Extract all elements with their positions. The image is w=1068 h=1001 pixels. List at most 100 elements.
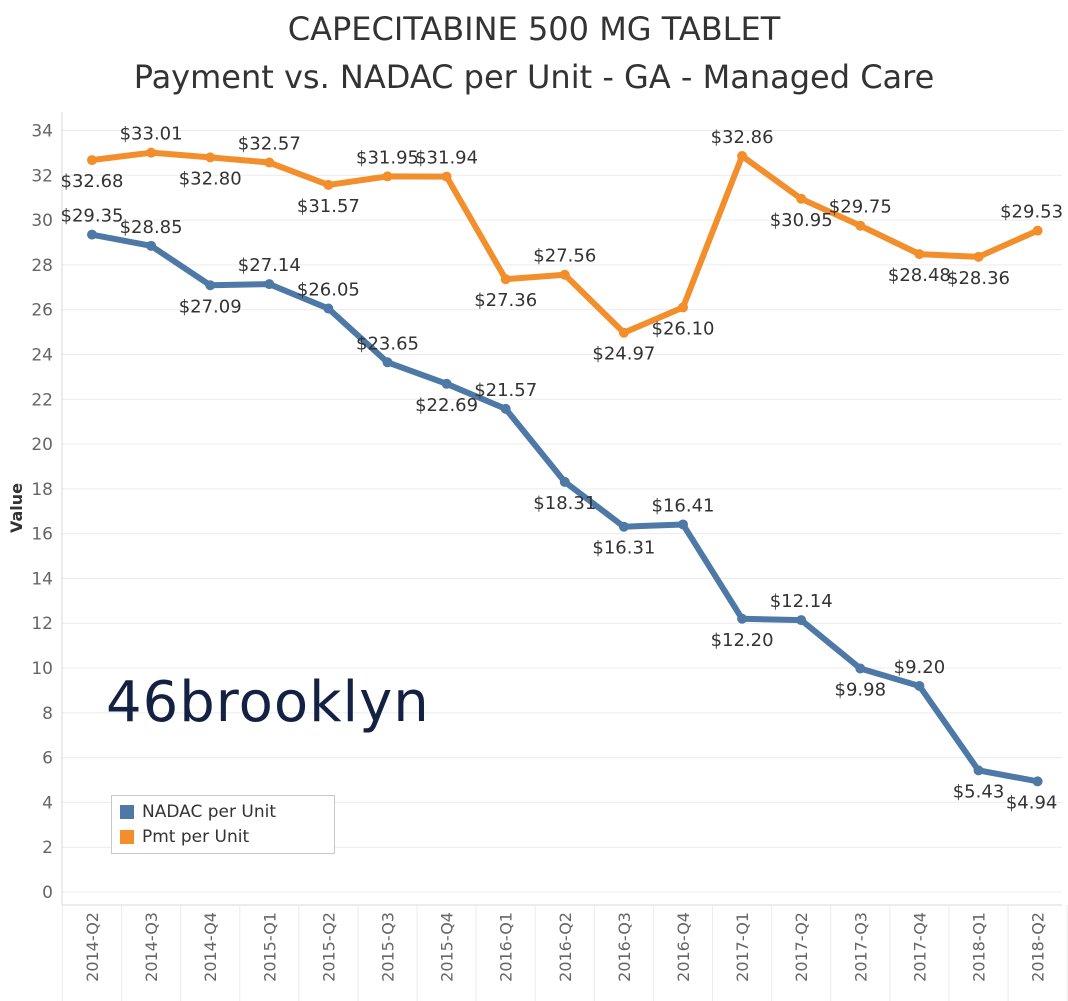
data-label: $9.20 <box>894 657 946 678</box>
data-label: $28.85 <box>120 217 183 238</box>
data-point <box>205 280 216 291</box>
y-tick-label: 18 <box>31 480 53 500</box>
data-point <box>618 327 629 338</box>
x-tick-label: 2014-Q3 <box>142 912 161 982</box>
x-axis: 2014-Q2 2014-Q3 2014-Q4 2015-Q1 2015-Q2 2015-… <box>61 904 1068 1001</box>
legend-item-nadac: NADAC per Unit <box>120 802 276 822</box>
x-tick-label: 2017-Q2 <box>792 912 811 982</box>
data-label: $24.97 <box>592 344 655 365</box>
data-point <box>500 274 511 285</box>
series-points <box>87 147 1043 787</box>
data-point <box>1032 776 1043 787</box>
data-point <box>205 152 216 163</box>
data-point <box>323 303 334 314</box>
y-tick-label: 10 <box>31 659 53 679</box>
data-point <box>146 240 157 251</box>
data-label: $32.68 <box>61 171 124 192</box>
data-point <box>855 663 866 674</box>
legend-item-pmt: Pmt per Unit <box>120 827 249 847</box>
y-tick-label: 12 <box>31 614 53 634</box>
data-point <box>441 171 452 182</box>
legend-swatch-pmt <box>120 830 134 844</box>
data-point <box>914 680 925 691</box>
data-label: $27.36 <box>474 290 537 311</box>
data-point <box>87 229 97 240</box>
data-label: $31.57 <box>297 196 360 217</box>
data-label: $32.86 <box>711 127 774 148</box>
data-label: $29.75 <box>829 197 892 218</box>
y-tick-label: 8 <box>42 704 53 724</box>
data-label: $23.65 <box>356 333 419 354</box>
data-point <box>264 157 275 168</box>
data-label: $18.31 <box>533 493 596 514</box>
x-tick-label: 2016-Q3 <box>615 912 634 982</box>
y-tick-label: 28 <box>31 256 53 276</box>
y-tick-label: 4 <box>42 793 53 813</box>
y-tick-label: 14 <box>31 569 53 589</box>
y-tick-label: 26 <box>31 301 53 321</box>
data-label: $26.10 <box>652 318 715 339</box>
x-tick-label: 2016-Q2 <box>556 912 575 982</box>
data-label: $32.80 <box>179 168 242 189</box>
x-tick-label: 2015-Q2 <box>319 912 338 982</box>
x-tick-label: 2014-Q4 <box>201 912 220 982</box>
data-point <box>737 613 748 624</box>
data-point <box>678 519 688 530</box>
data-point <box>737 151 748 162</box>
brand-logo: 46brooklyn <box>106 670 430 735</box>
data-point <box>678 302 688 313</box>
data-point <box>500 403 511 414</box>
y-tick-label: 6 <box>42 749 53 769</box>
x-tick-label: 2015-Q3 <box>379 912 398 982</box>
data-point <box>855 220 866 231</box>
data-point <box>1032 225 1043 236</box>
y-tick-label: 22 <box>31 390 53 410</box>
data-point <box>323 179 334 190</box>
data-point <box>973 765 984 776</box>
x-tick-label: 2017-Q4 <box>910 912 929 982</box>
y-tick-label: 24 <box>31 345 53 365</box>
data-point <box>796 615 807 626</box>
data-label: $9.98 <box>835 679 887 700</box>
data-point <box>796 193 807 204</box>
legend-label-pmt: Pmt per Unit <box>142 827 250 847</box>
data-point <box>382 171 393 182</box>
x-tick-label: 2015-Q1 <box>260 912 279 982</box>
y-tick-label: 32 <box>31 166 53 186</box>
data-label: $16.31 <box>592 538 655 559</box>
gridlines <box>62 130 1062 893</box>
data-label: $31.94 <box>415 148 478 169</box>
data-label: $27.09 <box>179 296 242 317</box>
data-label: $29.35 <box>61 206 124 227</box>
x-tick-label: 2014-Q2 <box>83 912 102 982</box>
x-tick-label: 2018-Q2 <box>1029 912 1048 982</box>
data-label: $29.53 <box>1000 202 1063 223</box>
x-tick-label: 2015-Q4 <box>438 912 457 982</box>
data-point <box>559 476 570 487</box>
data-labels: $29.35$28.85 $27.09 $27.14 $26.05 $23.65 $22.… <box>61 124 1064 814</box>
y-tick-label: 0 <box>42 883 53 903</box>
y-tick-label: 34 <box>31 122 53 142</box>
legend-label-nadac: NADAC per Unit <box>142 802 276 822</box>
data-point <box>382 357 393 368</box>
data-label: $27.56 <box>533 246 596 267</box>
legend-swatch-nadac <box>120 805 134 819</box>
y-tick-label: 30 <box>31 211 53 231</box>
x-tick-label: 2016-Q4 <box>674 912 693 982</box>
y-tick-label: 2 <box>42 838 53 858</box>
data-label: $5.43 <box>953 781 1005 802</box>
data-label: $4.94 <box>1006 792 1058 813</box>
data-label: $33.01 <box>120 124 183 145</box>
y-axis-label: Value <box>7 483 26 533</box>
x-tick-label: 2018-Q1 <box>970 912 989 982</box>
data-label: $12.14 <box>770 591 833 612</box>
data-label: $32.57 <box>238 134 301 155</box>
chart-legend: NADAC per Unit Pmt per Unit <box>111 795 335 854</box>
data-point <box>559 269 570 280</box>
data-point <box>87 155 97 166</box>
data-label: $26.05 <box>297 280 360 301</box>
x-tick-label: 2017-Q3 <box>851 912 870 982</box>
data-label: $22.69 <box>415 395 478 416</box>
